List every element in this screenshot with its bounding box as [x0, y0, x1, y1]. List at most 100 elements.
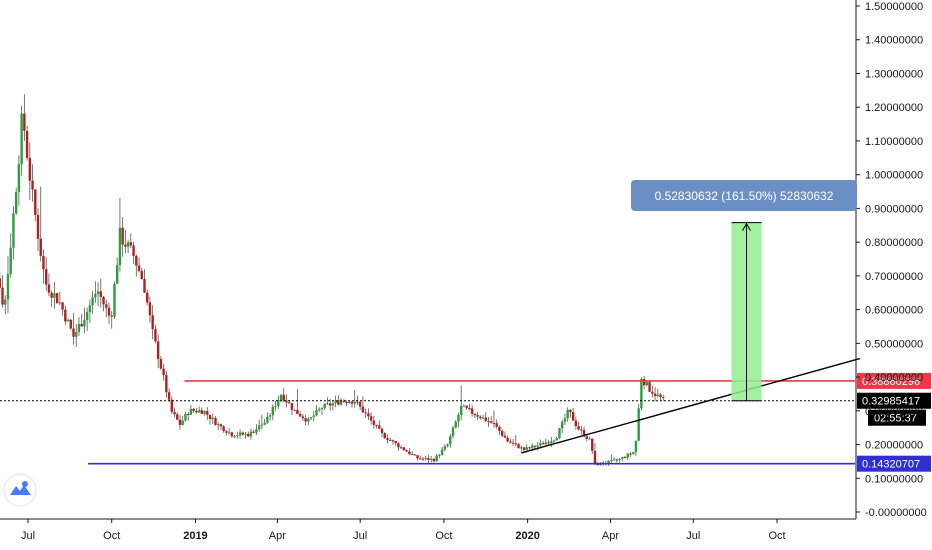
candle-body — [326, 403, 329, 405]
candle-body — [416, 455, 419, 459]
candle-body — [358, 401, 362, 407]
candle-body — [31, 180, 34, 190]
candle-body — [293, 409, 296, 411]
candle-body — [637, 408, 640, 441]
candle-body — [536, 445, 539, 447]
candle-body — [640, 378, 643, 409]
candle-body — [244, 433, 247, 435]
candle-body — [525, 447, 528, 450]
candle-body — [23, 113, 26, 131]
candle-body — [547, 442, 550, 444]
candle-body — [99, 291, 103, 297]
candle-body — [339, 400, 343, 405]
candle-body — [25, 130, 29, 158]
candle-body — [457, 414, 460, 422]
candle-body — [39, 238, 42, 256]
candle-body — [569, 409, 572, 413]
candle-body — [53, 293, 56, 298]
candle-body — [296, 409, 299, 415]
tradingview-cloud-icon — [3, 473, 37, 507]
candle-body — [342, 400, 345, 402]
candle-body — [107, 307, 111, 316]
candle-body — [361, 406, 365, 413]
candle-body — [222, 426, 225, 432]
candle-body — [241, 432, 244, 435]
candle-body — [274, 406, 277, 408]
candle-body — [50, 292, 53, 298]
candle-body — [492, 422, 496, 424]
candle-body — [236, 435, 239, 437]
candle-body — [555, 438, 558, 441]
candle-body — [323, 403, 326, 409]
candle-body — [659, 394, 662, 397]
candle-body — [307, 418, 310, 422]
candle-body — [301, 416, 305, 419]
candle-body — [186, 413, 190, 415]
candle-body — [487, 421, 490, 423]
candle-body — [410, 454, 414, 456]
candle-body — [184, 413, 187, 421]
candle-body — [550, 441, 553, 444]
candle-body — [632, 452, 635, 454]
candle-body — [66, 319, 70, 322]
time-tick-label: 2020 — [515, 530, 539, 542]
candle-body — [230, 432, 234, 437]
candle-body — [495, 423, 498, 427]
candle-body — [197, 410, 201, 413]
candle-body — [1, 287, 4, 305]
candle-body — [132, 245, 135, 256]
candle-body — [88, 305, 92, 313]
badge-mountain — [10, 485, 31, 495]
candle-body — [170, 399, 173, 412]
price-tick-label: 0.60000000 — [865, 305, 923, 317]
candle-body — [539, 443, 542, 446]
candle-body — [408, 451, 411, 455]
price-tick-label: 0.90000000 — [865, 203, 923, 215]
candle-body — [405, 450, 408, 452]
candle-body — [484, 417, 487, 422]
candle-body — [345, 401, 348, 404]
candle-body — [249, 431, 253, 437]
candle-body — [503, 435, 507, 438]
candle-body — [350, 401, 354, 404]
candle-body — [271, 406, 275, 416]
candle-body — [298, 414, 302, 417]
candle-body — [6, 273, 10, 300]
candle-body — [148, 302, 152, 316]
price-tick-label: 0.30000000 — [865, 406, 923, 418]
candle-body — [85, 312, 89, 321]
candle-body — [369, 416, 373, 421]
candle-body — [91, 297, 94, 306]
candle-body — [520, 447, 523, 449]
last-price-label: 0.32985417 — [862, 396, 920, 408]
candle-body — [623, 457, 627, 459]
candle-body — [574, 420, 578, 427]
candle-body — [460, 405, 463, 415]
candle-body — [28, 157, 32, 181]
candle-body — [580, 429, 583, 431]
price-tick-label: 1.40000000 — [865, 35, 923, 47]
candle-body — [64, 309, 67, 322]
candle-body — [563, 418, 567, 422]
candle-body — [58, 302, 62, 304]
candle-body — [645, 382, 649, 386]
candle-body — [203, 410, 206, 414]
candle-body — [451, 427, 455, 437]
candle-body — [656, 394, 659, 397]
time-tick-label: Jul — [353, 530, 367, 542]
last-price-tag — [857, 392, 931, 409]
candle-body — [618, 458, 621, 461]
candle-body — [173, 411, 176, 415]
candle-body — [443, 446, 447, 450]
candle-body — [424, 457, 427, 459]
candle-body — [227, 432, 231, 434]
candle-body — [634, 440, 638, 453]
candle-body — [413, 454, 416, 456]
candle-body — [468, 408, 471, 410]
countdown-label: 02:55:37 — [874, 413, 917, 425]
candle-body — [653, 393, 657, 397]
candle-body — [238, 432, 242, 436]
candle-body — [252, 431, 255, 433]
candle-body — [20, 113, 23, 165]
